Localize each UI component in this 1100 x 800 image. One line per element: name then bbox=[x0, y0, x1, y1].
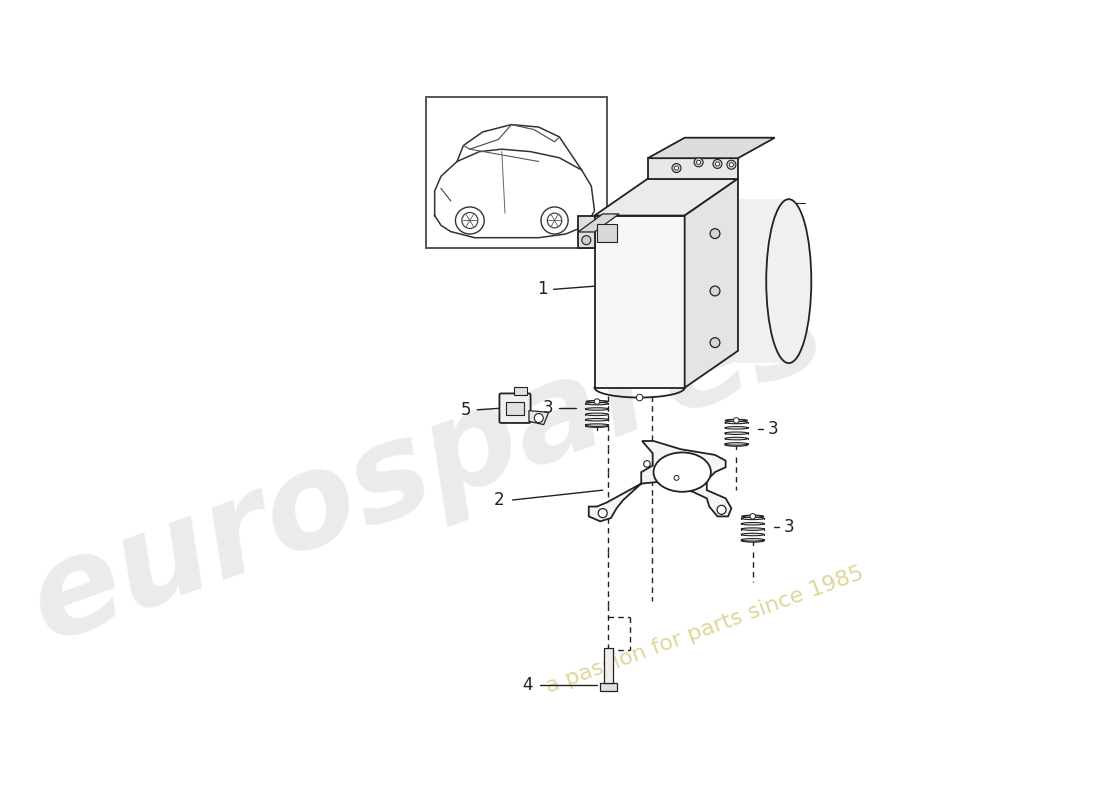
Polygon shape bbox=[529, 410, 549, 425]
Ellipse shape bbox=[548, 213, 562, 228]
Bar bbox=[427, 97, 607, 248]
Ellipse shape bbox=[741, 528, 764, 530]
Ellipse shape bbox=[462, 213, 477, 229]
Text: 3: 3 bbox=[543, 399, 553, 417]
Circle shape bbox=[727, 160, 736, 170]
Circle shape bbox=[734, 418, 739, 423]
Circle shape bbox=[644, 461, 650, 467]
Text: 4: 4 bbox=[522, 676, 534, 694]
Ellipse shape bbox=[725, 432, 748, 434]
Circle shape bbox=[674, 475, 679, 480]
Polygon shape bbox=[579, 214, 619, 232]
FancyBboxPatch shape bbox=[499, 394, 530, 423]
Circle shape bbox=[636, 394, 642, 401]
Text: 5: 5 bbox=[461, 401, 472, 419]
Circle shape bbox=[750, 514, 756, 519]
Polygon shape bbox=[684, 178, 738, 388]
Ellipse shape bbox=[741, 522, 764, 525]
Ellipse shape bbox=[585, 424, 608, 426]
Circle shape bbox=[674, 166, 679, 170]
Circle shape bbox=[713, 159, 722, 169]
Circle shape bbox=[694, 158, 703, 167]
Ellipse shape bbox=[541, 207, 568, 234]
Text: a passion for parts since 1985: a passion for parts since 1985 bbox=[543, 562, 867, 697]
Text: eurospares: eurospares bbox=[12, 263, 840, 668]
Polygon shape bbox=[597, 224, 617, 242]
Ellipse shape bbox=[725, 422, 748, 424]
Ellipse shape bbox=[725, 419, 747, 422]
Ellipse shape bbox=[741, 539, 764, 542]
Circle shape bbox=[711, 338, 719, 347]
Circle shape bbox=[594, 398, 600, 404]
Ellipse shape bbox=[725, 426, 748, 429]
Ellipse shape bbox=[586, 401, 608, 402]
Bar bbox=[514, 387, 527, 395]
Polygon shape bbox=[579, 215, 594, 248]
Bar bbox=[604, 648, 614, 682]
Polygon shape bbox=[594, 215, 684, 388]
Ellipse shape bbox=[585, 418, 608, 421]
Circle shape bbox=[696, 160, 701, 164]
Circle shape bbox=[711, 229, 719, 238]
Ellipse shape bbox=[725, 443, 748, 446]
Circle shape bbox=[598, 509, 607, 518]
Ellipse shape bbox=[585, 408, 608, 410]
Ellipse shape bbox=[653, 453, 711, 492]
Ellipse shape bbox=[741, 538, 764, 541]
Text: 1: 1 bbox=[537, 280, 548, 298]
Ellipse shape bbox=[455, 207, 484, 234]
Polygon shape bbox=[648, 138, 774, 158]
Ellipse shape bbox=[585, 413, 608, 416]
Polygon shape bbox=[588, 441, 732, 522]
Ellipse shape bbox=[725, 438, 748, 440]
Ellipse shape bbox=[741, 517, 764, 520]
Text: 2: 2 bbox=[494, 491, 504, 509]
Ellipse shape bbox=[767, 199, 812, 363]
Polygon shape bbox=[736, 199, 789, 363]
Ellipse shape bbox=[725, 442, 748, 445]
Bar bbox=[601, 682, 617, 691]
Polygon shape bbox=[648, 158, 738, 178]
Ellipse shape bbox=[741, 534, 764, 536]
Circle shape bbox=[711, 286, 719, 296]
Circle shape bbox=[715, 162, 719, 166]
Ellipse shape bbox=[741, 515, 763, 518]
Text: 3: 3 bbox=[784, 518, 794, 536]
Text: 3: 3 bbox=[768, 420, 778, 438]
Bar bbox=[506, 402, 524, 414]
Circle shape bbox=[535, 414, 543, 422]
Circle shape bbox=[717, 506, 726, 514]
Ellipse shape bbox=[585, 402, 608, 405]
Circle shape bbox=[582, 236, 591, 245]
Ellipse shape bbox=[585, 425, 608, 427]
Circle shape bbox=[672, 163, 681, 173]
Circle shape bbox=[729, 162, 734, 167]
Polygon shape bbox=[594, 178, 738, 215]
